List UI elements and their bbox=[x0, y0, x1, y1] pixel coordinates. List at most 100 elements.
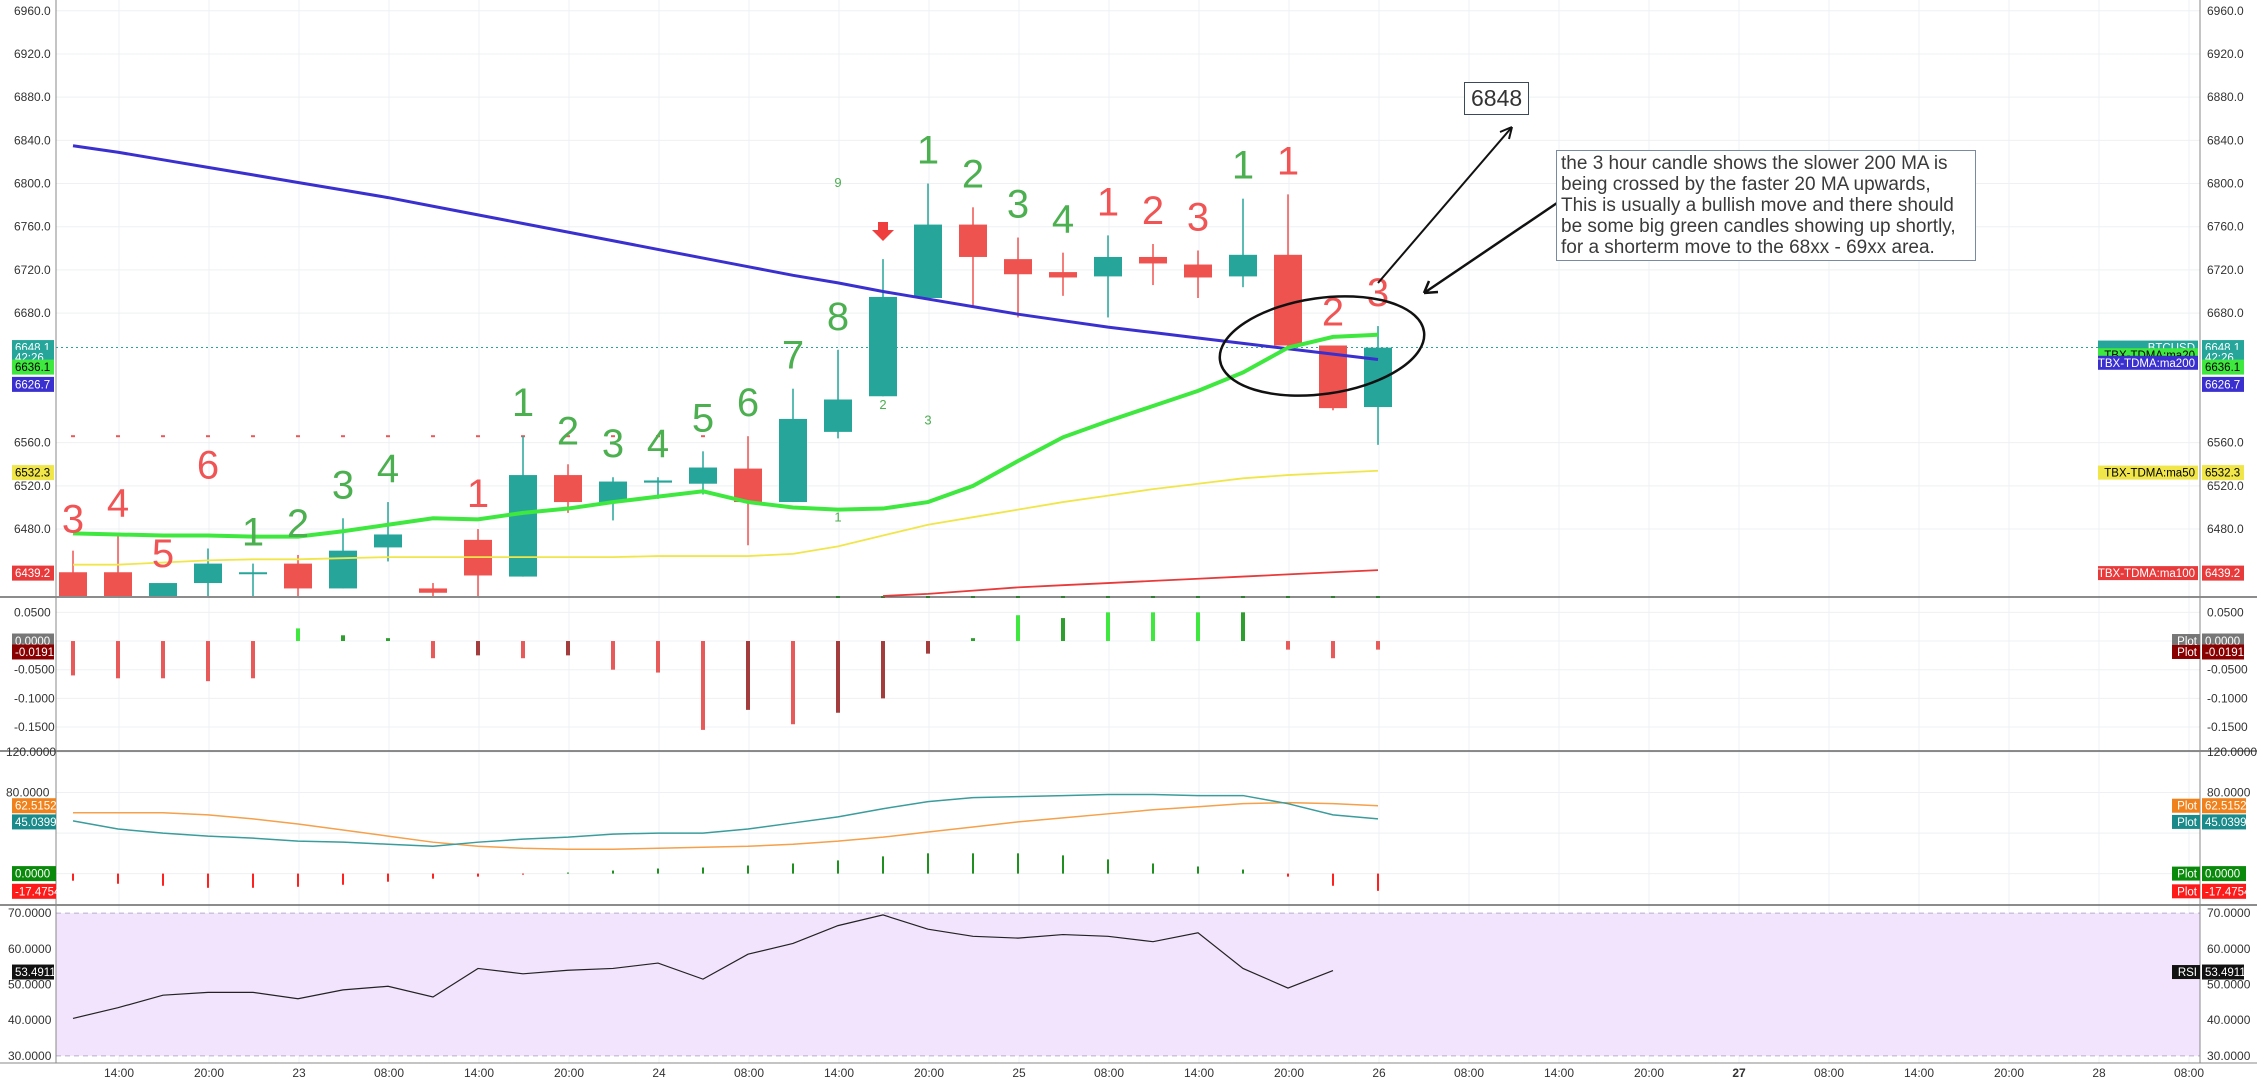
price-badge-left-bg bbox=[12, 565, 54, 581]
series-label-right: TBX-TDMA:ma50 bbox=[2104, 468, 2195, 480]
time-tick: 20:00 bbox=[914, 1066, 944, 1080]
candle-body bbox=[329, 550, 357, 589]
macd-badge-left: 45.0399 bbox=[15, 817, 57, 829]
macd-badge-right: 62.5152 bbox=[2205, 801, 2247, 813]
price-tick-left: 6960.0 bbox=[14, 4, 51, 18]
candle-body bbox=[734, 468, 762, 503]
candle-body bbox=[59, 572, 87, 596]
rsi-badge-right: 53.4911 bbox=[2205, 967, 2246, 979]
price-badge-left-bg bbox=[12, 359, 54, 375]
sequence-number: 2 bbox=[287, 502, 309, 546]
time-tick: 20:00 bbox=[554, 1066, 584, 1080]
series-label-right-bg bbox=[2098, 566, 2198, 581]
sequence-number: 1 bbox=[512, 381, 534, 425]
time-tick: 08:00 bbox=[374, 1066, 404, 1080]
sequence-number: 4 bbox=[107, 481, 129, 525]
sequence-number: 3 bbox=[1367, 271, 1389, 315]
series-label-right: TBX-TDMA:ma200 bbox=[2098, 358, 2195, 370]
macd-badge-right: 0.0000 bbox=[2205, 869, 2240, 881]
time-tick: 14:00 bbox=[1544, 1066, 1574, 1080]
time-tick: 28 bbox=[2092, 1066, 2106, 1080]
osc-tick-left: -0.1000 bbox=[14, 691, 55, 705]
osc-badge-right: -0.0191 bbox=[2205, 647, 2244, 659]
candle-body bbox=[1094, 256, 1122, 277]
macd-label-right: Plot bbox=[2177, 869, 2198, 881]
price-badge-right-bg bbox=[2202, 359, 2244, 375]
rsi-badge-left-bg bbox=[12, 964, 54, 980]
price-badge-left: 6626.7 bbox=[15, 379, 50, 391]
price-tick-left: 6680.0 bbox=[14, 306, 51, 320]
price-tick-right: 6680.0 bbox=[2207, 306, 2244, 320]
time-tick: 20:00 bbox=[1994, 1066, 2024, 1080]
time-tick: 24 bbox=[652, 1066, 666, 1080]
series-label-right-bg bbox=[2098, 355, 2198, 370]
macd-line bbox=[72, 793, 1379, 847]
price-badge-right: 6636.1 bbox=[2205, 362, 2240, 374]
price-badge-right: 6439.2 bbox=[2205, 568, 2240, 580]
sequence-number: 8 bbox=[827, 295, 849, 339]
annotation-line: This is usually a bullish move and there… bbox=[1561, 195, 1954, 216]
time-tick: 14:00 bbox=[1184, 1066, 1214, 1080]
note-arrow-head bbox=[1422, 280, 1439, 295]
sequence-number: 3 bbox=[1007, 183, 1029, 227]
sequence-number: 1 bbox=[1232, 144, 1254, 188]
price-tick-right: 6840.0 bbox=[2207, 133, 2244, 147]
rsi-label-right-bg bbox=[2172, 965, 2200, 980]
osc-label-right: Plot bbox=[2177, 647, 2198, 659]
rsi-tick-left: 50.0000 bbox=[8, 978, 52, 992]
candle-body bbox=[419, 588, 447, 593]
price-badge-right: 6532.3 bbox=[2205, 468, 2240, 480]
rsi-tick-right: 60.0000 bbox=[2207, 942, 2251, 956]
price-tick-left: 6800.0 bbox=[14, 177, 51, 191]
candle-body bbox=[689, 467, 717, 484]
price-tick-left: 6720.0 bbox=[14, 263, 51, 277]
macd-badge-right: 45.0399 bbox=[2205, 817, 2247, 829]
price-tick-right: 6560.0 bbox=[2207, 436, 2244, 450]
rsi-badge-left: 53.4911 bbox=[15, 967, 56, 979]
macd-tick-right: 80.0000 bbox=[2207, 786, 2251, 800]
price-badge-right-bg bbox=[2202, 465, 2244, 481]
sequence-small-label: 1 bbox=[834, 510, 841, 525]
sequence-number: 6 bbox=[197, 443, 219, 487]
price-badge-right-bg bbox=[2202, 376, 2244, 392]
macd-label-right-bg bbox=[2172, 798, 2200, 813]
price-tick-right: 6480.0 bbox=[2207, 522, 2244, 536]
rsi-tick-left: 70.0000 bbox=[8, 906, 52, 920]
moving-average-line bbox=[72, 332, 1379, 539]
macd-badge-left: 0.0000 bbox=[15, 869, 50, 881]
price-tick-left: 6480.0 bbox=[14, 522, 51, 536]
osc-tick-right: -0.1500 bbox=[2207, 720, 2248, 734]
sequence-number: 5 bbox=[692, 396, 714, 440]
sequence-number: 2 bbox=[1142, 189, 1164, 233]
candle-body bbox=[914, 224, 942, 298]
sequence-number: 7 bbox=[782, 334, 804, 378]
price-badge-right: 6626.7 bbox=[2205, 379, 2240, 391]
price-tick-left: 6560.0 bbox=[14, 436, 51, 450]
sequence-small-label: 2 bbox=[879, 397, 886, 412]
candle-body bbox=[1049, 272, 1077, 278]
macd-badge-left: 62.5152 bbox=[15, 801, 57, 813]
macd-badge-left-bg bbox=[12, 814, 56, 830]
time-tick: 08:00 bbox=[734, 1066, 764, 1080]
macd-tick-left: 120.0000 bbox=[6, 745, 56, 759]
candle-body bbox=[149, 583, 177, 596]
moving-average-line bbox=[73, 469, 1379, 566]
sell-arrow-icon bbox=[872, 222, 894, 241]
price-badge-left: 6532.3 bbox=[15, 468, 50, 480]
macd-badge-right-bg bbox=[2202, 883, 2246, 899]
annotation-line: being crossed by the faster 20 MA upward… bbox=[1561, 174, 1931, 195]
time-tick: 14:00 bbox=[464, 1066, 494, 1080]
sequence-number: 2 bbox=[1322, 291, 1344, 335]
candle-body bbox=[1184, 264, 1212, 278]
note-arrow-line bbox=[1423, 201, 1558, 295]
sequence-number: 3 bbox=[332, 463, 354, 507]
annotation-ellipse bbox=[1218, 295, 1426, 397]
price-badge-left-bg bbox=[12, 465, 54, 481]
sequence-number: 3 bbox=[602, 422, 624, 466]
rsi-tick-left: 30.0000 bbox=[8, 1049, 52, 1063]
candle-body bbox=[824, 399, 852, 432]
candle-body bbox=[644, 480, 672, 483]
time-tick: 23 bbox=[292, 1066, 306, 1080]
osc-tick-left: 0.0500 bbox=[14, 605, 51, 619]
osc-label-right-bg bbox=[2172, 634, 2200, 649]
